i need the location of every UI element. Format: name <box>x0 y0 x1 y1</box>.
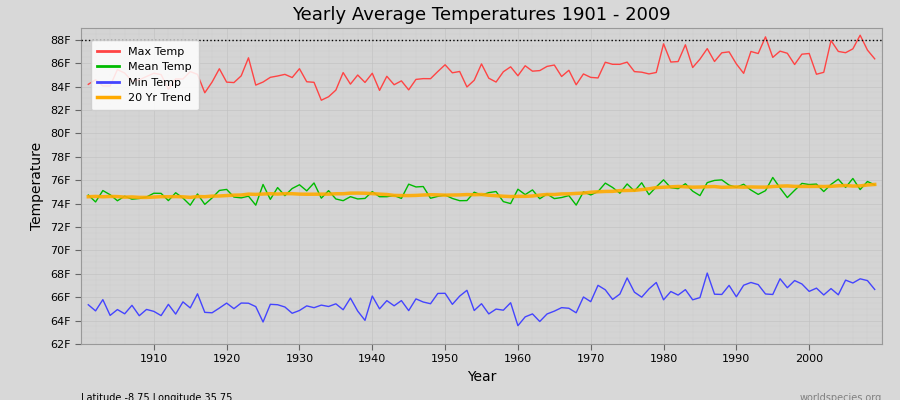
X-axis label: Year: Year <box>467 370 496 384</box>
Title: Yearly Average Temperatures 1901 - 2009: Yearly Average Temperatures 1901 - 2009 <box>292 6 670 24</box>
Legend: Max Temp, Mean Temp, Min Temp, 20 Yr Trend: Max Temp, Mean Temp, Min Temp, 20 Yr Tre… <box>91 40 199 110</box>
Text: Latitude -8.75 Longitude 35.75: Latitude -8.75 Longitude 35.75 <box>81 393 232 400</box>
Text: worldspecies.org: worldspecies.org <box>800 393 882 400</box>
Y-axis label: Temperature: Temperature <box>31 142 44 230</box>
